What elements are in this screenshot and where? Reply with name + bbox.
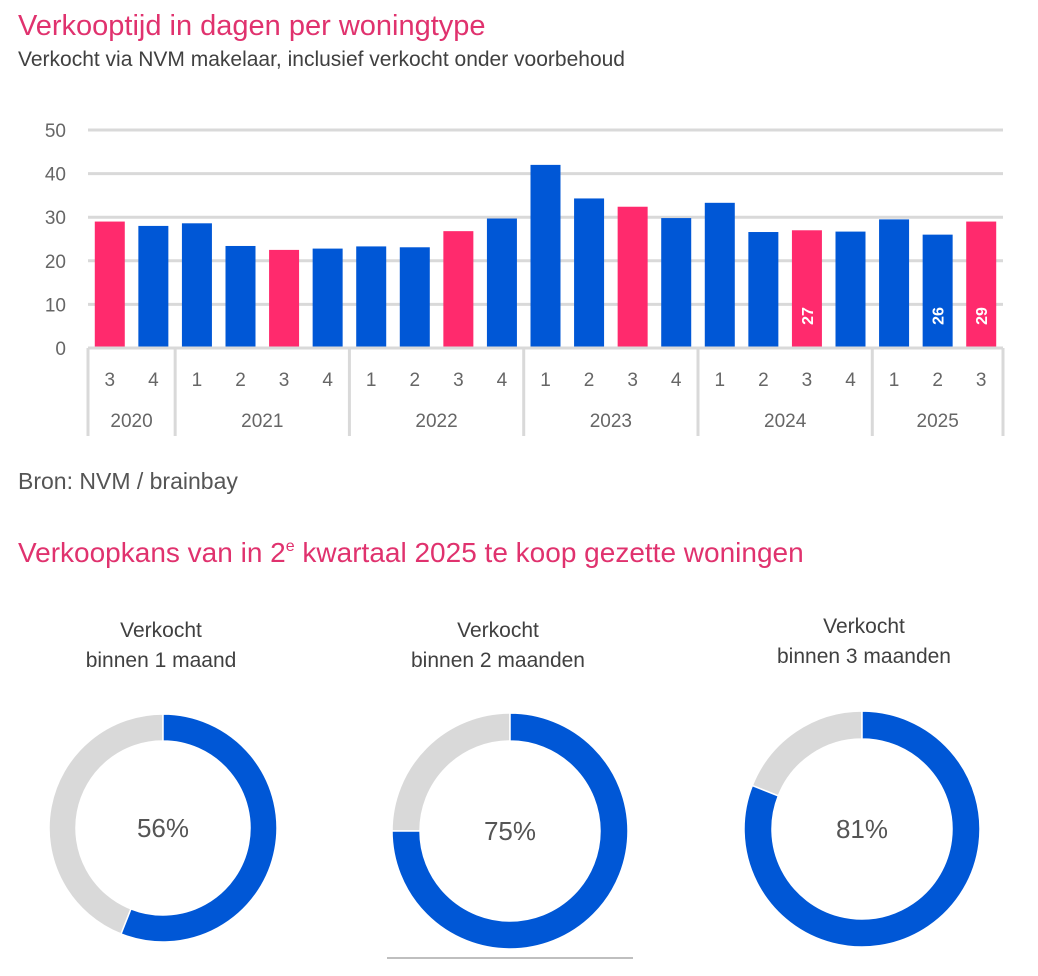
x-tick-label: 3 <box>279 370 290 391</box>
x-group-label: 2021 <box>241 411 283 432</box>
x-tick-label: 4 <box>845 370 856 391</box>
y-tick-label: 40 <box>45 165 66 186</box>
donut-2-label-line1: Verkocht <box>457 619 539 642</box>
x-tick-label: 4 <box>322 370 333 391</box>
section-title: Verkoopkans van in 2e kwartaal 2025 te k… <box>18 537 804 569</box>
x-tick-label: 3 <box>976 370 987 391</box>
donut-value-segment <box>391 712 629 950</box>
donut-center-label: 81% <box>836 814 888 844</box>
donut-center-label: 75% <box>484 816 536 846</box>
x-tick-label: 3 <box>453 370 464 391</box>
bar <box>791 230 822 348</box>
x-tick-label: 2 <box>758 370 769 391</box>
x-tick-label: 2 <box>932 370 943 391</box>
bar <box>530 164 561 348</box>
donut-value-segment <box>743 710 981 948</box>
y-tick-label: 20 <box>45 252 66 273</box>
bar <box>225 245 256 348</box>
donut-center-label: 56% <box>137 813 189 843</box>
donut-3-label-line2: binnen 3 maanden <box>777 645 951 668</box>
x-tick-label: 4 <box>497 370 508 391</box>
donut-1-label: Verkocht binnen 1 maand <box>61 616 261 676</box>
bar <box>922 234 953 348</box>
bar <box>356 246 387 348</box>
donut-3-label: Verkocht binnen 3 maanden <box>744 612 984 672</box>
donut-value-segment <box>120 713 278 943</box>
source-note: Bron: NVM / brainbay <box>18 468 238 494</box>
section-title-post: kwartaal 2025 te koop gezette woningen <box>294 537 804 568</box>
section-title-pre: Verkoopkans van in 2 <box>18 537 286 568</box>
bar <box>312 248 343 348</box>
y-tick-label: 0 <box>55 339 66 360</box>
chart-subtitle: Verkocht via NVM makelaar, inclusief ver… <box>18 48 625 71</box>
y-tick-label: 30 <box>45 208 66 229</box>
x-tick-label: 1 <box>889 370 900 391</box>
x-group-label: 2023 <box>590 411 632 432</box>
bar <box>661 218 692 348</box>
bar <box>138 225 169 348</box>
donut-1-label-line2: binnen 1 maand <box>85 649 237 672</box>
bar-data-label: 29 <box>974 307 991 325</box>
bar <box>704 202 735 348</box>
bar <box>835 231 866 348</box>
bar-data-label: 26 <box>931 307 948 325</box>
y-tick-label: 10 <box>45 295 66 316</box>
bar <box>269 249 300 348</box>
bar <box>966 221 997 348</box>
y-tick-label: 50 <box>45 121 66 142</box>
bar <box>399 247 430 348</box>
x-tick-label: 4 <box>148 370 159 391</box>
x-tick-label: 2 <box>584 370 595 391</box>
bar-data-label: 27 <box>800 307 817 325</box>
x-tick-label: 2 <box>235 370 246 391</box>
x-tick-label: 3 <box>802 370 813 391</box>
x-tick-label: 1 <box>714 370 725 391</box>
x-tick-label: 1 <box>192 370 203 391</box>
bar <box>181 223 212 348</box>
x-group-label: 2025 <box>917 411 959 432</box>
x-tick-label: 1 <box>366 370 377 391</box>
x-group-label: 2020 <box>110 411 152 432</box>
bar <box>879 219 910 348</box>
donut-1-label-line1: Verkocht <box>120 619 202 642</box>
x-tick-label: 3 <box>627 370 638 391</box>
bar <box>748 232 779 348</box>
donut-remainder-segment <box>48 713 164 935</box>
donut-remainder-segment <box>751 710 863 797</box>
x-tick-label: 3 <box>104 370 115 391</box>
donut-2-label-line2: binnen 2 maanden <box>411 649 585 672</box>
donut-3-label-line1: Verkocht <box>823 615 905 638</box>
donut-2-label: Verkocht binnen 2 maanden <box>378 616 618 676</box>
x-group-label: 2024 <box>764 411 807 432</box>
x-tick-label: 1 <box>540 370 551 391</box>
bar <box>94 221 125 348</box>
bar <box>443 231 474 348</box>
bar <box>574 198 605 348</box>
bar <box>617 206 648 348</box>
chart-title: Verkooptijd in dagen per woningtype <box>18 10 486 42</box>
section-title-superscript: e <box>285 538 295 555</box>
x-group-label: 2022 <box>415 411 457 432</box>
x-tick-label: 2 <box>409 370 420 391</box>
bar-chart: 0 10 20 30 40 50 27 26 29 3 4 1 2 3 4 1 2 3 4 1 2 3 4 1 2 3 4 1 2 3 20… <box>45 121 1005 436</box>
bar <box>486 218 517 348</box>
x-tick-label: 4 <box>671 370 682 391</box>
donut-remainder-segment <box>391 712 511 832</box>
